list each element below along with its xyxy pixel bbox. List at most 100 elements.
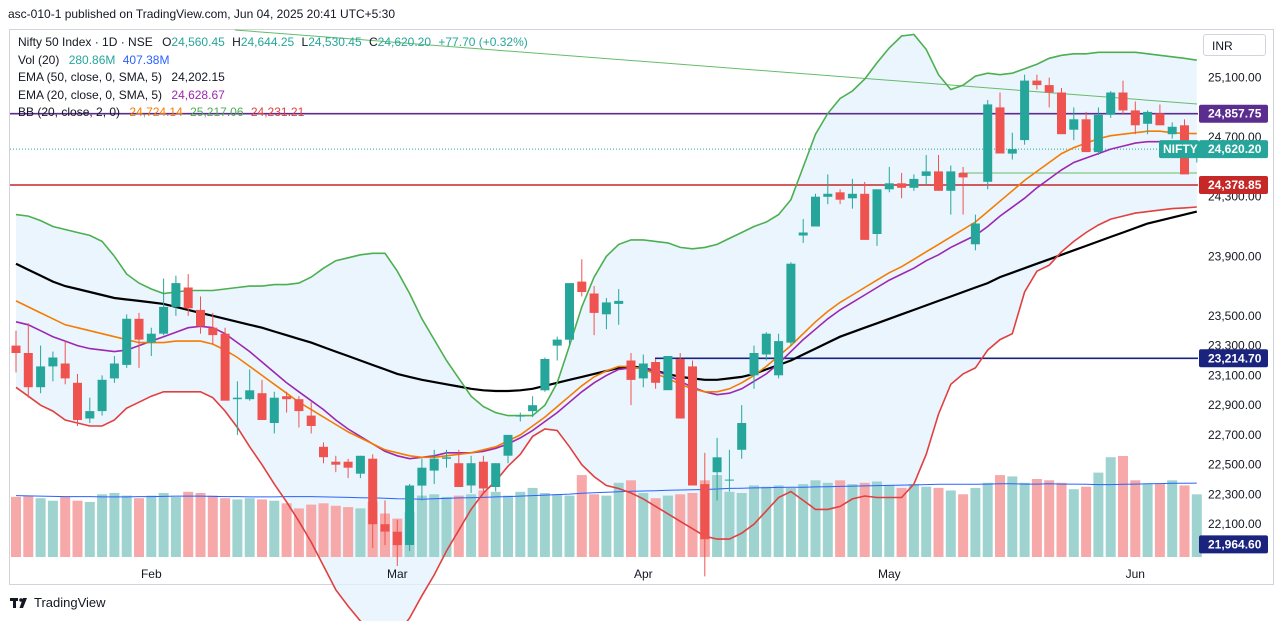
chart-legend: Nifty 50 Index · 1D · NSE O24,560.45 H24…: [18, 34, 528, 122]
volume-bar: [11, 496, 21, 557]
candle-body: [73, 382, 82, 420]
candle-body: [663, 356, 673, 391]
candle-body: [429, 458, 439, 471]
volume-bar: [884, 485, 895, 557]
candle-body: [823, 193, 833, 197]
volume-bar: [490, 491, 501, 557]
volume-bar: [1118, 456, 1128, 557]
candle-body: [675, 359, 685, 419]
candle-body: [712, 457, 722, 473]
volume-bar: [896, 487, 907, 557]
candle-body: [196, 309, 205, 327]
candle-body: [122, 318, 132, 365]
candle-body: [60, 363, 70, 379]
volume-bar: [158, 493, 169, 557]
volume-bar: [1154, 484, 1165, 557]
volume-bar: [761, 486, 772, 557]
candle-body: [11, 345, 21, 353]
volume-bar: [1007, 476, 1018, 557]
x-tick-label-jun: Jun: [1126, 567, 1145, 581]
volume-bar: [872, 481, 882, 557]
currency-selector[interactable]: INR: [1203, 34, 1266, 56]
candle-body: [269, 397, 279, 423]
y-tick-label: 23,500.00: [1208, 309, 1262, 323]
candle-body: [1057, 92, 1066, 135]
volume-bar: [503, 495, 513, 557]
candle-body: [48, 357, 58, 367]
symbol-tag-bg: [1159, 140, 1199, 159]
candle-body: [946, 171, 956, 191]
volume-bar: [429, 494, 440, 557]
candle-body: [109, 363, 119, 379]
volume-bar: [109, 493, 120, 557]
tradingview-logo[interactable]: TradingView: [10, 595, 106, 610]
volume-bar: [466, 494, 477, 557]
volume-bar: [1031, 479, 1042, 557]
candle-body: [208, 327, 218, 336]
candle-body: [638, 363, 648, 379]
volume-bar: [552, 494, 563, 557]
candle-body: [503, 434, 513, 456]
candle-body: [921, 171, 931, 176]
candle-body: [626, 360, 636, 380]
candle-body: [245, 390, 255, 400]
candle-body: [294, 399, 304, 412]
legend-volume-label: Vol (20): [18, 52, 60, 67]
candle-body: [36, 366, 46, 388]
volume-bar: [773, 485, 784, 557]
candle-body: [774, 341, 784, 376]
legend-bb: BB (20, close, 2, 0) 24,724.14 25,217.06…: [18, 104, 528, 122]
volume-bar: [945, 490, 956, 557]
candle-body: [958, 172, 968, 178]
volume-bar: [244, 498, 255, 557]
candle-body: [466, 463, 476, 486]
candle-body: [552, 339, 562, 346]
legend-ohlc: Nifty 50 Index · 1D · NSE O24,560.45 H24…: [18, 34, 528, 52]
legend-symbol: Nifty 50 Index · 1D · NSE: [18, 35, 153, 49]
candle-body: [183, 287, 193, 309]
y-tick-label: 25,100.00: [1208, 71, 1262, 85]
candle-body: [786, 263, 796, 343]
candle-body: [355, 455, 365, 474]
candle-body: [1167, 126, 1177, 135]
y-tick-label: 22,100.00: [1208, 517, 1262, 531]
volume-bar: [1081, 486, 1092, 557]
candle-body: [85, 411, 95, 419]
candle-body: [528, 405, 538, 412]
price-level-label-bg: [1199, 535, 1268, 554]
volume-bar: [1068, 489, 1079, 557]
volume-bar: [933, 487, 944, 557]
candle-body: [860, 193, 870, 240]
volume-bar: [478, 490, 489, 557]
volume-bar: [146, 495, 157, 557]
candle-body: [565, 283, 574, 340]
volume-bar: [638, 493, 649, 557]
legend-volume: Vol (20) 280.86M 407.38M: [18, 52, 528, 70]
tradingview-brand: TradingView: [34, 595, 106, 610]
volume-bar: [134, 498, 144, 557]
volume-bar: [1167, 480, 1178, 557]
volume-bar: [675, 494, 686, 557]
candle-body: [983, 104, 993, 182]
published-header: asc-010-1 published on TradingView.com, …: [8, 7, 396, 21]
volume-bar: [441, 496, 452, 557]
candle-body: [835, 192, 845, 200]
volume-bar: [859, 482, 870, 557]
trendline-resistance: [234, 29, 1198, 105]
candle-body: [884, 183, 894, 190]
volume-bar: [564, 495, 575, 557]
legend-low: L24,530.45: [301, 35, 362, 49]
candle-body: [811, 196, 820, 227]
volume-bar: [798, 484, 809, 557]
x-tick-label-apr: Apr: [634, 567, 653, 581]
legend-bb-upper: 25,217.06: [190, 105, 244, 119]
series-bb-lower: [15, 206, 1197, 621]
price-level-label-bg: [1199, 104, 1268, 123]
candle-body: [159, 306, 169, 334]
candle-body: [651, 362, 661, 383]
symbol-tag: NIFTY: [1163, 142, 1198, 156]
volume-bar: [527, 487, 538, 557]
volume-bar: [810, 480, 821, 557]
candle-body: [97, 379, 107, 412]
